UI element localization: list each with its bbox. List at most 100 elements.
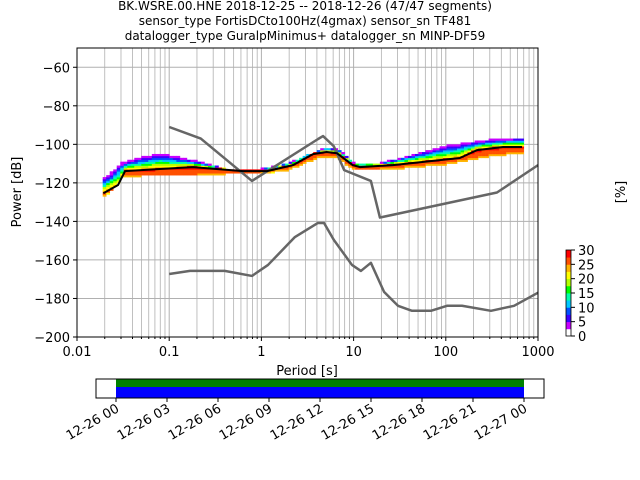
histogram-cell [446, 161, 451, 164]
series-nlnm-line [169, 221, 539, 313]
histogram-cell [502, 153, 507, 157]
histogram-cell [481, 150, 486, 153]
ppsd-histogram [102, 138, 525, 197]
histogram-cell [341, 153, 346, 157]
histogram-cell [443, 153, 447, 157]
histogram-cell [485, 146, 489, 149]
histogram-cell [123, 161, 128, 164]
histogram-cell [404, 157, 409, 161]
histogram-cell [478, 142, 482, 145]
histogram-cell [411, 163, 416, 166]
histogram-cell [457, 159, 461, 162]
coverage-tick-label: 12-27 00 [472, 401, 530, 443]
histogram-cell [137, 173, 142, 176]
histogram-cell [513, 144, 518, 147]
histogram-cell [386, 159, 391, 162]
histogram-cell [425, 157, 430, 161]
histogram-cell [436, 155, 440, 159]
histogram-cell [200, 163, 205, 166]
histogram-cell [365, 163, 370, 166]
colorbar-segment [566, 264, 571, 272]
histogram-cell [316, 155, 321, 159]
histogram-cell [281, 163, 286, 166]
histogram-cell [323, 153, 328, 157]
histogram-cell [414, 157, 419, 161]
histogram-cell [502, 142, 507, 145]
histogram-cell [358, 163, 363, 166]
histogram-cell [162, 153, 167, 157]
histogram-cell [506, 144, 510, 147]
histogram-cell [513, 140, 518, 143]
histogram-cell [460, 144, 465, 147]
histogram-cell [506, 140, 510, 143]
histogram-cell [123, 165, 128, 168]
histogram-cell [123, 171, 128, 174]
histogram-cell [186, 171, 191, 174]
histogram-cell [102, 179, 107, 182]
histogram-cell [516, 150, 521, 153]
histogram-cell [460, 142, 465, 145]
histogram-cell [492, 144, 496, 147]
histogram-cell [376, 167, 381, 170]
histogram-cell [443, 146, 447, 149]
histogram-cell [144, 155, 149, 159]
histogram-cell [179, 157, 184, 161]
coverage-tick-label: 12-26 09 [217, 401, 275, 443]
histogram-cell [193, 169, 198, 172]
histogram-cell [155, 153, 160, 157]
chart-title: BK.WSRE.00.HNE 2018-12-25 -- 2018-12-26 … [118, 0, 492, 43]
histogram-cell [214, 171, 219, 174]
histogram-cell [474, 153, 479, 157]
histogram-cell [499, 144, 503, 147]
histogram-cell [151, 161, 156, 164]
histogram-cell [130, 163, 135, 166]
histogram-cell [446, 152, 451, 155]
histogram-cell [109, 173, 114, 176]
histogram-cell [190, 173, 195, 176]
histogram-cell [109, 175, 114, 178]
histogram-cell [499, 150, 503, 153]
histogram-cell [113, 173, 118, 176]
histogram-cell [169, 157, 174, 161]
histogram-cell [179, 169, 184, 172]
histogram-cell [407, 163, 412, 166]
histogram-cell [186, 163, 191, 166]
colorbar-segment [566, 285, 571, 294]
x-tick-label: 10 [345, 345, 362, 360]
histogram-cell [162, 155, 167, 159]
histogram-cell [137, 167, 142, 170]
histogram-cell [383, 161, 388, 164]
histogram-cell [165, 153, 170, 157]
histogram-cell [179, 159, 184, 162]
histogram-cell [439, 153, 444, 157]
colorbar-segment [566, 300, 571, 308]
histogram-cell [313, 155, 318, 159]
histogram-cell [450, 155, 454, 159]
histogram-cell [302, 159, 307, 162]
histogram-cell [495, 153, 500, 157]
histogram-cell [432, 152, 437, 155]
histogram-cell [446, 150, 451, 153]
histogram-cell [162, 159, 167, 162]
histogram-cell [334, 153, 339, 157]
histogram-cell [464, 155, 468, 159]
histogram-cell [127, 163, 132, 166]
histogram-cell [186, 161, 191, 164]
histogram-cell [492, 152, 496, 155]
colorbar-tick-label: 15 [578, 287, 595, 302]
histogram-cell [488, 146, 493, 149]
histogram-cell [516, 144, 521, 147]
histogram-cell [260, 171, 265, 174]
histogram-cell [421, 153, 426, 157]
histogram-cell [400, 161, 405, 164]
histogram-cell [137, 161, 142, 164]
histogram-cell [158, 155, 163, 159]
histogram-cell [450, 148, 454, 151]
histogram-cell [158, 159, 163, 162]
histogram-cell [172, 159, 177, 162]
histogram-cell [464, 159, 468, 162]
histogram-cell [334, 155, 339, 159]
histogram-cell [151, 153, 156, 157]
histogram-cell [450, 153, 454, 157]
